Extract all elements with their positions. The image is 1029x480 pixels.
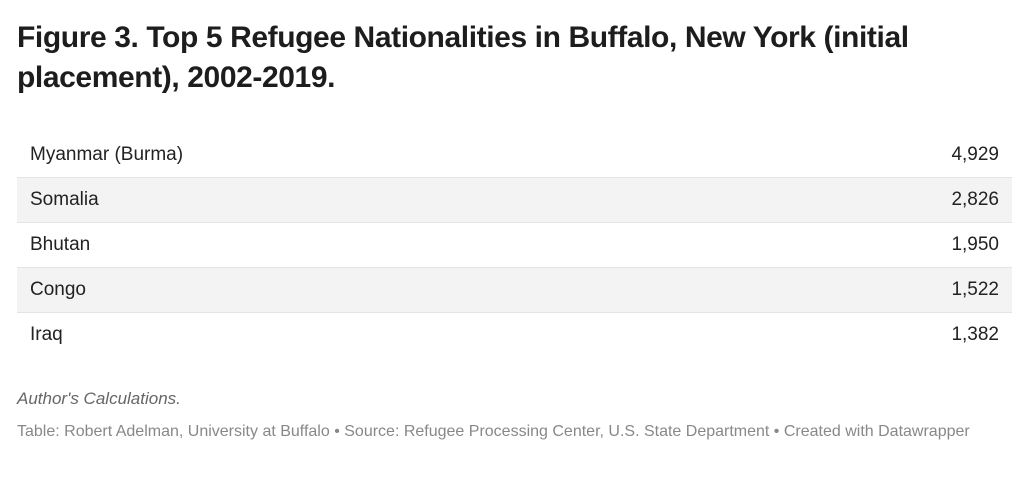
title: Figure 3. Top 5 Refugee Nationalities in… (17, 21, 909, 94)
count-cell: 1,522 (722, 267, 1012, 313)
count-cell: 1,382 (951, 324, 999, 345)
data-table: Myanmar (Burma) 4,929 Somalia 2,826 Bhutan 1,… (17, 133, 1012, 357)
count-cell: 1,950 (722, 222, 1012, 268)
country-cell: Iraq (30, 324, 63, 345)
table-body: Myanmar (Burma) 4,929 Somalia 2,826 Bhutan 1,… (17, 133, 1012, 357)
country-cell: Somalia (17, 177, 723, 223)
table-row: Congo 1,522 (17, 267, 1012, 313)
table-row: Myanmar (Burma) 4,929 (17, 133, 1012, 178)
table-row: Somalia 2,826 (17, 177, 1012, 223)
source: Table: Robert Adelman, University at Buf… (17, 423, 970, 440)
table-row: Iraq 1,382 (17, 313, 1012, 358)
table-row: Bhutan 1,950 (17, 222, 1012, 268)
count-cell: 2,826 (722, 177, 1012, 223)
country-cell: Bhutan (17, 222, 723, 268)
notes: Author's Calculations. (17, 389, 181, 408)
country-cell: Myanmar (Burma) (17, 133, 723, 178)
country-cell: Congo (17, 267, 723, 313)
count-cell: 4,929 (722, 133, 1012, 178)
